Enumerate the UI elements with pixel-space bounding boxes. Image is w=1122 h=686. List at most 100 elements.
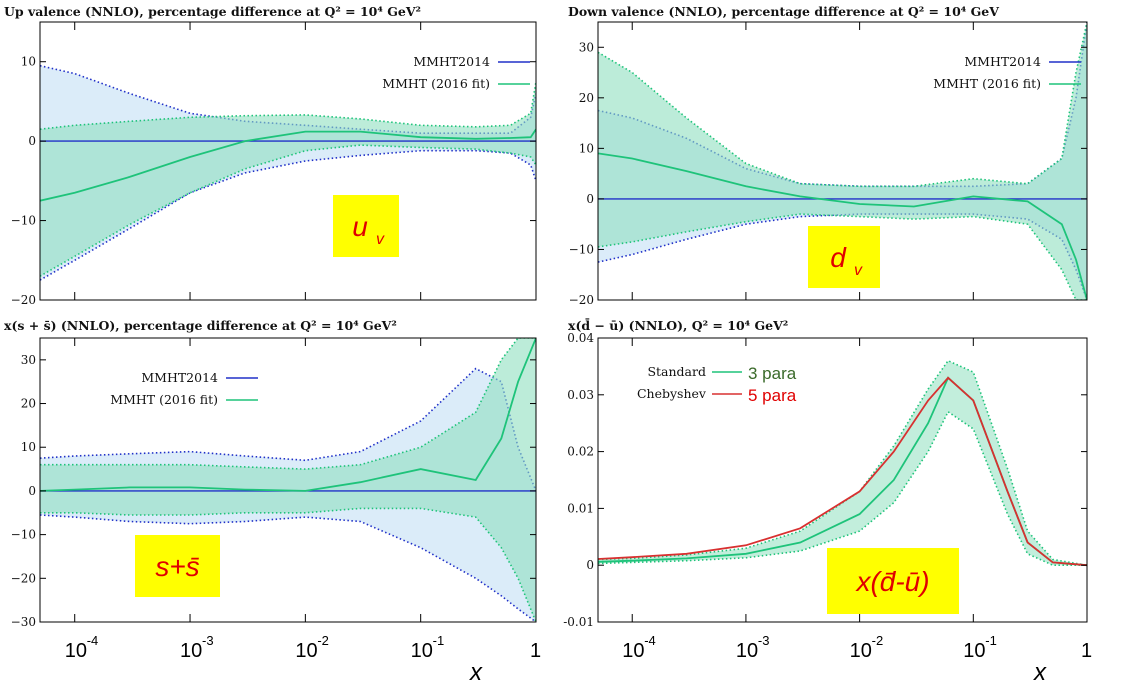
y-tick-label: −20 <box>11 293 36 307</box>
legend: Standard 3 para Chebyshev 5 para <box>637 364 797 405</box>
legend-label: MMHT2014 <box>141 370 218 385</box>
plot-area <box>40 64 536 281</box>
tag-background <box>808 226 880 288</box>
legend-label: Standard <box>647 364 706 379</box>
x-axis-label-left: x <box>469 659 483 686</box>
x-tick-label: 10 -1 <box>411 633 445 662</box>
band-lower-edge-0 <box>40 514 536 622</box>
x-tick-label-exponent: -1 <box>433 633 445 648</box>
series-line-1 <box>40 128 536 202</box>
panel-title-strange: x(s + s̄) (NNLO), percentage difference … <box>4 318 397 333</box>
y-tick-label: -0.01 <box>563 615 594 629</box>
series-line-1 <box>598 376 1087 567</box>
x-tick-label: 10 -3 <box>736 633 770 662</box>
band-upper-edge-1 <box>40 81 536 130</box>
x-tick-label: 10 -4 <box>622 633 656 662</box>
x-axis-label-right: x <box>1033 659 1047 686</box>
series-line-1 <box>598 152 1087 300</box>
x-tick-label-exponent: -2 <box>317 633 329 648</box>
panel-title-up-valence: Up valence (NNLO), percentage difference… <box>4 4 421 19</box>
y-tick-label: 0 <box>586 192 594 206</box>
panel-1: −20 −10 0 10 20 30 MMHT2014 MMHT (2016 fit) d v <box>569 21 1088 307</box>
y-tick-label: 0 <box>28 484 36 498</box>
distribution-tag: s+s̄ <box>135 535 220 597</box>
error-band-0 <box>598 22 1087 300</box>
x-tick-label-base: 1 <box>530 640 541 662</box>
series-line-1 <box>40 338 536 492</box>
legend-label: Chebyshev <box>637 386 707 401</box>
y-tick-label: −10 <box>11 528 36 542</box>
y-tick-label: −20 <box>11 571 36 585</box>
legend: MMHT2014 MMHT (2016 fit) <box>110 370 258 407</box>
y-tick-label: 0.03 <box>567 388 594 402</box>
tag-label: x(d̄-ū) <box>854 566 929 597</box>
y-tick-label: 10 <box>21 55 36 69</box>
legend-label: MMHT2014 <box>964 54 1041 69</box>
y-tick-label: 20 <box>21 397 36 411</box>
y-tick-label: −20 <box>569 293 594 307</box>
band-lower-edge-1 <box>598 213 1087 300</box>
tag-subscript: v <box>854 262 863 279</box>
x-tick-label: 10 -2 <box>295 633 329 662</box>
y-tick-label: 20 <box>579 91 594 105</box>
y-tick-label: −10 <box>569 242 594 256</box>
band-lower-edge-0 <box>598 410 1087 567</box>
error-band-0 <box>598 360 1087 566</box>
x-tick-label-base: 10 <box>622 640 644 662</box>
legend-note: 5 para <box>748 386 797 405</box>
x-tick-label: 10 -2 <box>850 633 884 662</box>
tag-label: u <box>352 211 368 242</box>
y-tick-label: 0 <box>586 558 594 572</box>
y-tick-label: 0.02 <box>567 445 594 459</box>
band-lower-edge-1 <box>40 144 536 277</box>
y-tick-label: 0 <box>28 134 36 148</box>
legend: MMHT2014 MMHT (2016 fit) <box>933 54 1081 91</box>
band-upper-edge-1 <box>598 22 1087 188</box>
x-tick-label-exponent: -3 <box>202 633 214 648</box>
y-tick-label: 0.01 <box>567 501 594 515</box>
legend-note: 3 para <box>748 364 797 383</box>
x-tick-label-base: 10 <box>411 640 433 662</box>
x-tick-label-base: 10 <box>295 640 317 662</box>
tag-label: d <box>830 242 847 273</box>
x-tick-label-exponent: -4 <box>87 633 99 648</box>
legend-label: MMHT (2016 fit) <box>933 76 1041 91</box>
legend-label: MMHT (2016 fit) <box>382 76 490 91</box>
x-tick-label: 10 -1 <box>963 633 997 662</box>
tag-background <box>333 195 399 257</box>
tag-background <box>135 535 220 597</box>
x-tick-label-base: 10 <box>65 640 87 662</box>
x-tick-label-base: 10 <box>736 640 758 662</box>
legend: MMHT2014 MMHT (2016 fit) <box>382 54 530 91</box>
x-tick-label-base: 10 <box>963 640 985 662</box>
band-lower-edge-1 <box>40 507 536 622</box>
panel-title-down-valence: Down valence (NNLO), percentage differen… <box>568 4 999 19</box>
y-tick-label: 0.04 <box>567 331 594 345</box>
plot-area <box>598 359 1087 567</box>
x-tick-label-base: 10 <box>850 640 872 662</box>
panel-0: −20 −10 0 10 MMHT2014 MMHT (2016 fit) u v <box>11 21 537 307</box>
band-upper-edge-1 <box>40 338 536 470</box>
x-tick-label-base: 1 <box>1081 640 1092 662</box>
x-tick-label-base: 10 <box>180 640 202 662</box>
error-band-1 <box>598 22 1087 300</box>
plot-frame <box>597 21 1088 301</box>
legend-label: MMHT2014 <box>413 54 490 69</box>
tag-background <box>827 548 959 614</box>
y-tick-label: 10 <box>579 141 594 155</box>
tag-label: s+s̄ <box>155 551 199 582</box>
x-tick-label-exponent: -4 <box>644 633 656 648</box>
plot-area <box>598 22 1087 300</box>
error-band-1 <box>40 81 536 277</box>
band-lower-edge-0 <box>40 149 536 281</box>
x-tick-label-exponent: -3 <box>758 633 770 648</box>
x-tick-label-exponent: -2 <box>872 633 884 648</box>
legend-label: MMHT (2016 fit) <box>110 392 218 407</box>
error-band-1 <box>40 338 536 622</box>
plot-frame <box>39 21 537 301</box>
